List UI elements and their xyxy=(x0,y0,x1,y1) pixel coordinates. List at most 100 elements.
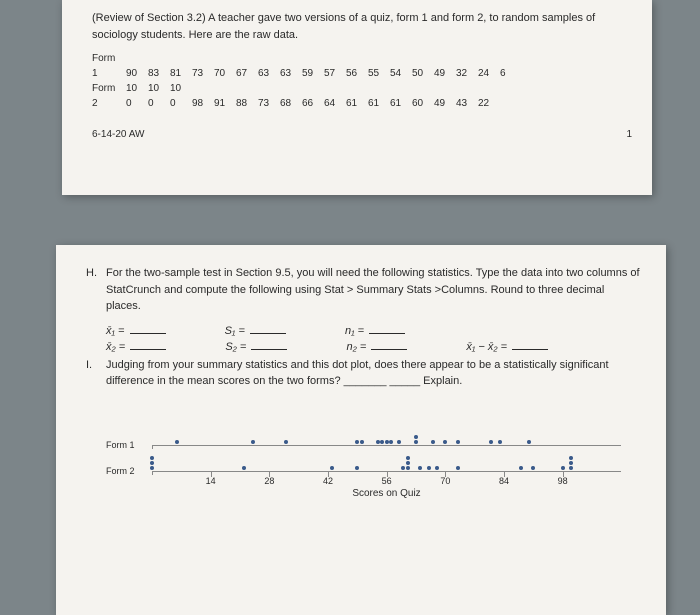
dotplot-axis: 14 28 42 56 70 84 98 xyxy=(152,472,621,486)
data-cell: 49 xyxy=(434,66,456,81)
data-cell: 70 xyxy=(214,66,236,81)
stats-row-2: x̄₂ = S₂ = n₂ = x̄₁ − x̄₂ = xyxy=(106,341,641,353)
data-cell: 66 xyxy=(302,96,324,111)
form1-label: Form 1 xyxy=(106,440,135,450)
dot xyxy=(175,440,179,444)
dot xyxy=(456,466,460,470)
dot xyxy=(569,466,573,470)
section-i: I. Judging from your summary statistics … xyxy=(86,357,641,390)
data-cell: 10 xyxy=(148,81,170,96)
data-cell: 50 xyxy=(412,66,434,81)
dot xyxy=(284,440,288,444)
dot xyxy=(435,466,439,470)
data-cell: 60 xyxy=(412,96,434,111)
axis-tick-label: 70 xyxy=(440,476,450,486)
dot xyxy=(355,466,359,470)
dot xyxy=(427,466,431,470)
dot xyxy=(527,440,531,444)
data-cell: 67 xyxy=(236,66,258,81)
axis-tick-label: 14 xyxy=(206,476,216,486)
data-cell: 55 xyxy=(368,66,390,81)
data-cell: 61 xyxy=(368,96,390,111)
dotplot-row-form2: Form 2 xyxy=(152,446,621,472)
dot xyxy=(414,435,418,439)
data-cell: 49 xyxy=(434,96,456,111)
data-cell: 10 xyxy=(170,81,192,96)
data-cell: 1 xyxy=(92,66,126,81)
axis-tick-label: 56 xyxy=(382,476,392,486)
data-cell: 64 xyxy=(324,96,346,111)
data-cell: 63 xyxy=(258,66,280,81)
dot xyxy=(150,466,154,470)
data-cell: 54 xyxy=(390,66,412,81)
dotplot-title: Scores on Quiz xyxy=(152,488,621,499)
data-cell: 57 xyxy=(324,66,346,81)
dot xyxy=(376,440,380,444)
data-cell: 73 xyxy=(192,66,214,81)
data-cell: 91 xyxy=(214,96,236,111)
axis-tick-label: 42 xyxy=(323,476,333,486)
data-cell: 0 xyxy=(148,96,170,111)
dot xyxy=(150,461,154,465)
dot xyxy=(569,461,573,465)
data-cell: 73 xyxy=(258,96,280,111)
dot xyxy=(389,440,393,444)
data-cell: 68 xyxy=(280,96,302,111)
section-h-text: For the two-sample test in Section 9.5, … xyxy=(106,265,641,315)
dot xyxy=(418,466,422,470)
data-cell: 81 xyxy=(170,66,192,81)
dot xyxy=(531,466,535,470)
axis-tick-label: 98 xyxy=(558,476,568,486)
data-cell: 43 xyxy=(456,96,478,111)
dot xyxy=(561,466,565,470)
intro-text: (Review of Section 3.2) A teacher gave t… xyxy=(92,10,632,43)
dot xyxy=(150,456,154,460)
dot xyxy=(251,440,255,444)
data-cell: Form xyxy=(92,81,126,96)
dot xyxy=(443,440,447,444)
dot xyxy=(360,440,364,444)
data-cell: 10 xyxy=(126,81,148,96)
axis-tick-label: 84 xyxy=(499,476,509,486)
dot xyxy=(431,440,435,444)
page-footer: 6-14-20 AW 1 xyxy=(92,129,632,140)
data-cell xyxy=(126,51,148,66)
data-cell: 56 xyxy=(346,66,368,81)
raw-data-table: Form190838173706763635957565554504932246… xyxy=(92,51,522,111)
page-number: 1 xyxy=(626,129,632,140)
dot-plot: Form 1 Form 2 14 28 42 56 70 84 98 Scores on Q… xyxy=(106,420,621,520)
data-cell: 61 xyxy=(390,96,412,111)
data-cell: 6 xyxy=(500,66,522,81)
dotplot-row-form1: Form 1 xyxy=(152,420,621,446)
data-cell: 0 xyxy=(126,96,148,111)
date-text: 6-14-20 AW xyxy=(92,129,144,140)
section-i-text: Judging from your summary statistics and… xyxy=(106,357,641,390)
dot xyxy=(242,466,246,470)
axis-tick-label: 28 xyxy=(264,476,274,486)
section-i-letter: I. xyxy=(86,357,106,390)
data-cell: 83 xyxy=(148,66,170,81)
dot xyxy=(456,440,460,444)
data-cell: 22 xyxy=(478,96,500,111)
form2-label: Form 2 xyxy=(106,466,135,476)
data-cell: 88 xyxy=(236,96,258,111)
dot xyxy=(397,440,401,444)
top-page: (Review of Section 3.2) A teacher gave t… xyxy=(62,0,652,195)
dot xyxy=(330,466,334,470)
dot xyxy=(406,456,410,460)
bottom-page: H. For the two-sample test in Section 9.… xyxy=(56,245,666,615)
data-cell: 0 xyxy=(170,96,192,111)
data-cell: 24 xyxy=(478,66,500,81)
dot xyxy=(385,440,389,444)
dot xyxy=(401,466,405,470)
section-h: H. For the two-sample test in Section 9.… xyxy=(86,265,641,315)
data-cell: 32 xyxy=(456,66,478,81)
data-cell: 63 xyxy=(280,66,302,81)
dot xyxy=(569,456,573,460)
dot xyxy=(414,440,418,444)
dot xyxy=(380,440,384,444)
dot xyxy=(406,466,410,470)
section-h-letter: H. xyxy=(86,265,106,315)
data-cell: Form xyxy=(92,51,126,66)
dot xyxy=(498,440,502,444)
